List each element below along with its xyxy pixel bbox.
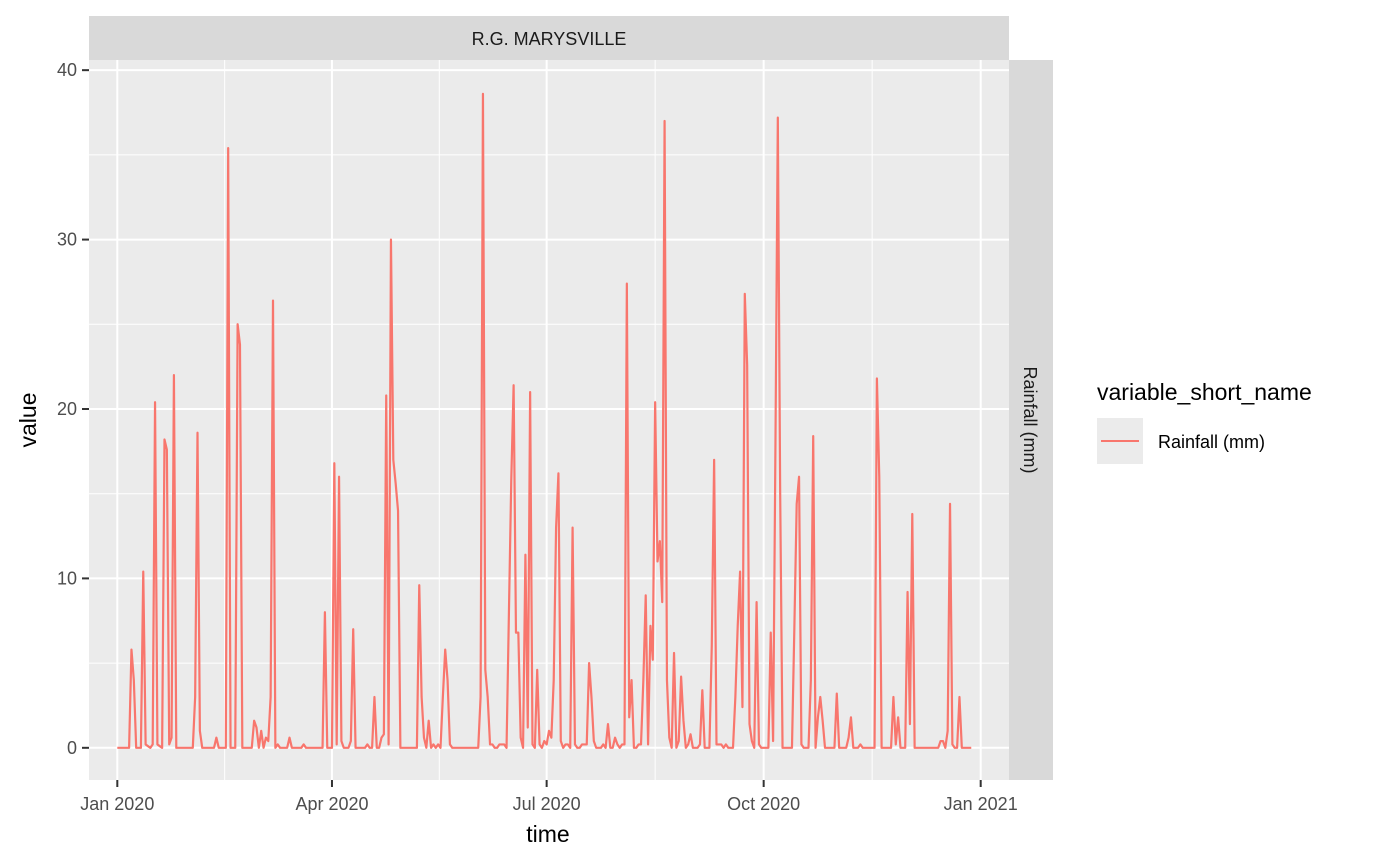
- facet-strip-right-label: Rainfall (mm): [1020, 366, 1040, 473]
- series-layer: [117, 92, 972, 749]
- y-axis-title: value: [15, 393, 41, 448]
- y-axis: 0 10 20 30 40: [57, 60, 89, 758]
- y-tick-label: 10: [57, 568, 77, 588]
- y-tick-label: 30: [57, 230, 77, 250]
- y-tick-label: 40: [57, 60, 77, 80]
- legend: variable_short_name Rainfall (mm): [1097, 379, 1312, 464]
- facet-strip-top: [89, 16, 1009, 60]
- rainfall-line: [117, 92, 972, 749]
- y-tick-label: 20: [57, 399, 77, 419]
- x-tick-label: Jan 2021: [944, 794, 1018, 814]
- facet-strip-right: [1009, 60, 1053, 780]
- x-axis-title: time: [526, 821, 569, 847]
- y-tick-label: 0: [67, 738, 77, 758]
- x-axis: Jan 2020 Apr 2020 Jul 2020 Oct 2020 Jan 2021: [80, 780, 1018, 814]
- x-tick-label: Apr 2020: [295, 794, 368, 814]
- x-tick-label: Jan 2020: [80, 794, 154, 814]
- legend-title: variable_short_name: [1097, 379, 1312, 405]
- facet-strip-top-label: R.G. MARYSVILLE: [472, 29, 627, 49]
- legend-label: Rainfall (mm): [1158, 432, 1265, 452]
- x-tick-label: Jul 2020: [513, 794, 581, 814]
- x-tick-label: Oct 2020: [727, 794, 800, 814]
